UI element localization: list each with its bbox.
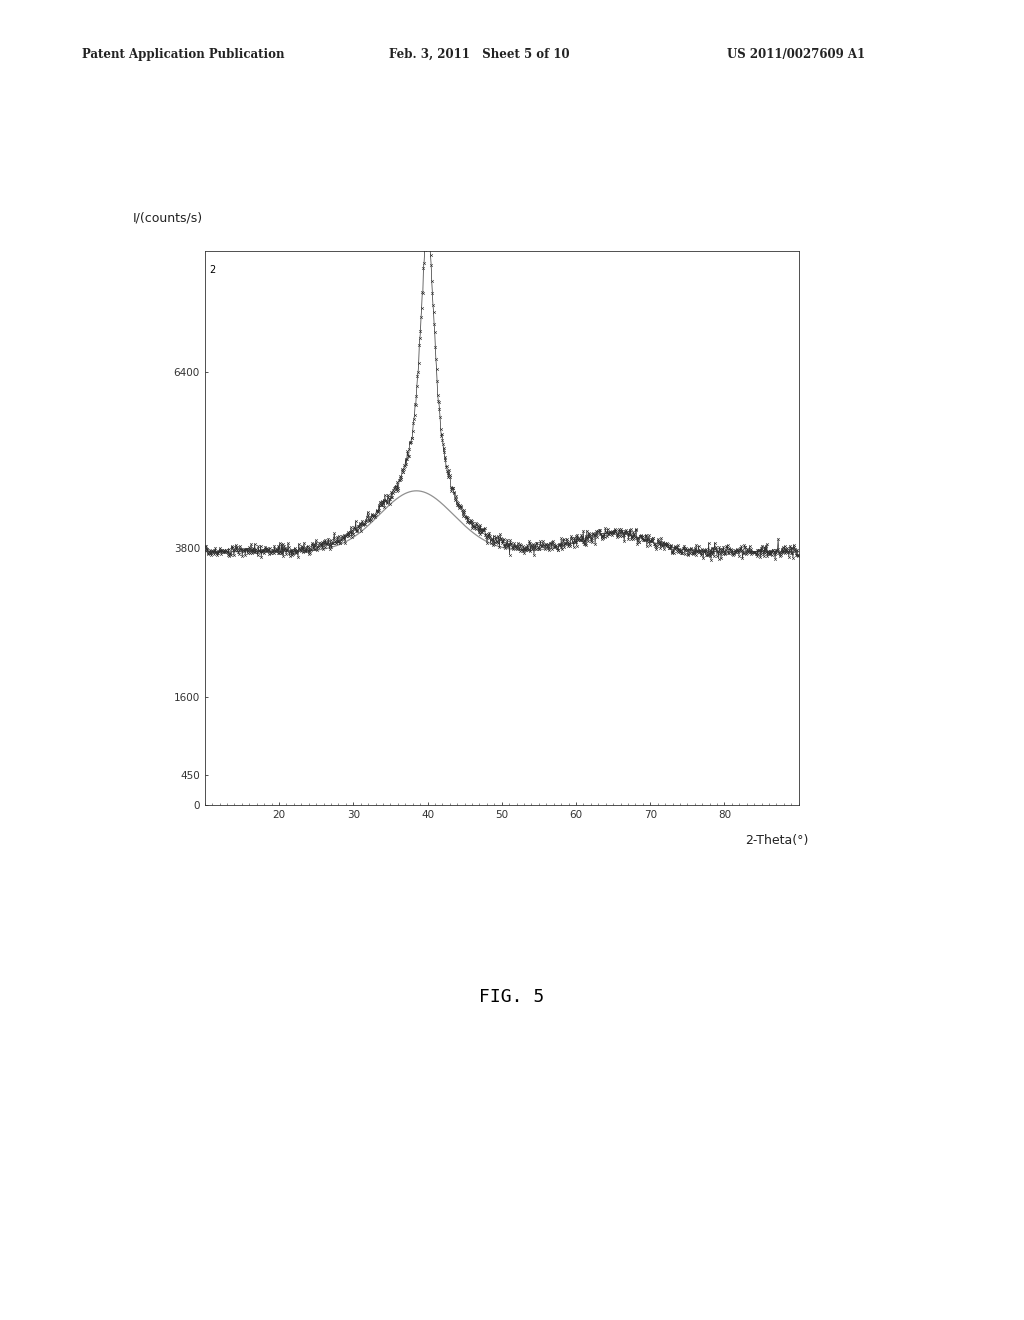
Text: 2: 2	[210, 264, 216, 275]
Text: Patent Application Publication: Patent Application Publication	[82, 48, 285, 61]
Text: I/(counts/s): I/(counts/s)	[133, 211, 203, 224]
Text: US 2011/0027609 A1: US 2011/0027609 A1	[727, 48, 865, 61]
Text: FIG. 5: FIG. 5	[479, 987, 545, 1006]
Text: Feb. 3, 2011   Sheet 5 of 10: Feb. 3, 2011 Sheet 5 of 10	[389, 48, 569, 61]
Text: 2-Theta(°): 2-Theta(°)	[745, 834, 809, 847]
